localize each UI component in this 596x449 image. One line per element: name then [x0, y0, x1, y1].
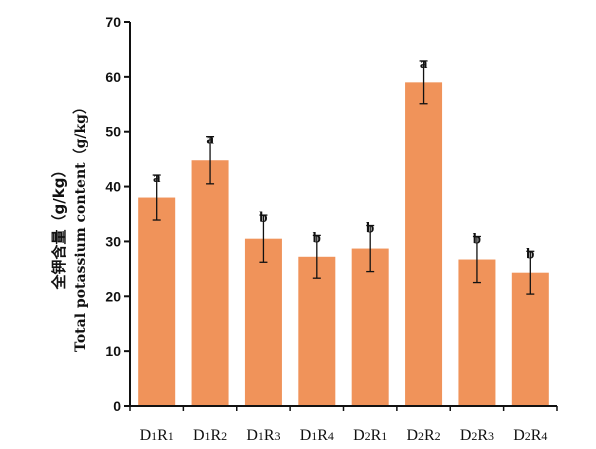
- category-label-letter: D: [513, 427, 525, 444]
- significance-letter: b: [366, 221, 374, 237]
- y-tick-label: 10: [105, 343, 121, 359]
- bar: [191, 160, 229, 406]
- category-label-subscript: 1: [258, 429, 264, 443]
- y-tick-label: 30: [105, 233, 121, 249]
- category-label-subscript: 3: [488, 429, 494, 443]
- bars: [138, 82, 549, 406]
- category-label-letter: R: [371, 427, 382, 444]
- category-label-letter: D: [246, 427, 258, 444]
- bar: [405, 82, 443, 406]
- category-label-subscript: 2: [221, 429, 227, 443]
- y-tick-label: 70: [105, 14, 121, 30]
- y-tick-label: 40: [105, 179, 121, 195]
- category-label-letter: D: [406, 427, 418, 444]
- category-label-letter: R: [477, 427, 488, 444]
- y-tick-label: 60: [105, 69, 121, 85]
- category-label-letter: D: [300, 427, 312, 444]
- category-label-letter: R: [211, 427, 222, 444]
- category-label-subscript: 1: [381, 429, 387, 443]
- significance-letter: b: [473, 231, 481, 247]
- category-label-subscript: 4: [328, 429, 334, 443]
- bar: [458, 259, 496, 406]
- bar: [298, 256, 336, 406]
- category-label-letter: D: [140, 427, 152, 444]
- y-tick-label: 20: [105, 288, 121, 304]
- category-label: D2R4: [513, 427, 547, 444]
- category-label-letter: D: [353, 427, 365, 444]
- category-label-letter: D: [193, 427, 205, 444]
- category-label: D2R1: [353, 427, 387, 444]
- category-label: D1R2: [193, 427, 227, 444]
- bar: [351, 248, 389, 406]
- category-label: D2R3: [460, 427, 494, 444]
- category-label-letter: R: [264, 427, 275, 444]
- category-label-letter: R: [531, 427, 542, 444]
- bar: [138, 197, 176, 406]
- category-label-subscript: 1: [151, 429, 157, 443]
- category-label-subscript: 2: [435, 429, 441, 443]
- category-label-subscript: 1: [311, 429, 317, 443]
- bar: [244, 238, 282, 406]
- y-axis-ticks: 0 10 20 30 40 50 60 70: [105, 14, 131, 414]
- category-label-subscript: 2: [418, 429, 424, 443]
- category-label-subscript: 1: [168, 429, 174, 443]
- bar: [511, 272, 549, 406]
- category-label: D1R1: [140, 427, 174, 444]
- significance-letters: a a b b b a b b: [153, 56, 535, 262]
- y-tick-label: 50: [105, 124, 121, 140]
- category-label-letter: R: [424, 427, 435, 444]
- significance-letter: b: [313, 230, 321, 246]
- category-label-letter: R: [157, 427, 168, 444]
- category-label: D1R4: [300, 427, 334, 444]
- significance-letter: a: [206, 132, 214, 148]
- category-label: D2R2: [406, 427, 440, 444]
- y-axis-title-cn: 全钾含量（g/kg）: [50, 163, 68, 291]
- category-label: D1R3: [246, 427, 280, 444]
- category-label-subscript: 4: [541, 429, 547, 443]
- significance-letter: a: [153, 170, 161, 186]
- y-axis-title-en: Total potassium content（g/kg）: [73, 100, 89, 352]
- category-label-subscript: 2: [525, 429, 531, 443]
- y-tick-label: 0: [113, 398, 121, 414]
- error-bars: [152, 60, 535, 295]
- y-axis-title: 全钾含量（g/kg） Total potassium content（g/kg）: [50, 100, 89, 352]
- category-label-subscript: 2: [471, 429, 477, 443]
- significance-letter: b: [259, 210, 267, 226]
- category-label-subscript: 2: [365, 429, 371, 443]
- category-label-subscript: 1: [205, 429, 211, 443]
- category-label-subscript: 3: [275, 429, 281, 443]
- significance-letter: a: [420, 56, 428, 72]
- x-axis: [129, 405, 558, 411]
- x-axis-categories: D1R1 D1R2 D1R3 D1R4 D2R1 D2R2 D2R3 D2R4: [140, 427, 548, 444]
- significance-letter: b: [526, 246, 534, 262]
- category-label-letter: R: [317, 427, 328, 444]
- category-label-letter: D: [460, 427, 472, 444]
